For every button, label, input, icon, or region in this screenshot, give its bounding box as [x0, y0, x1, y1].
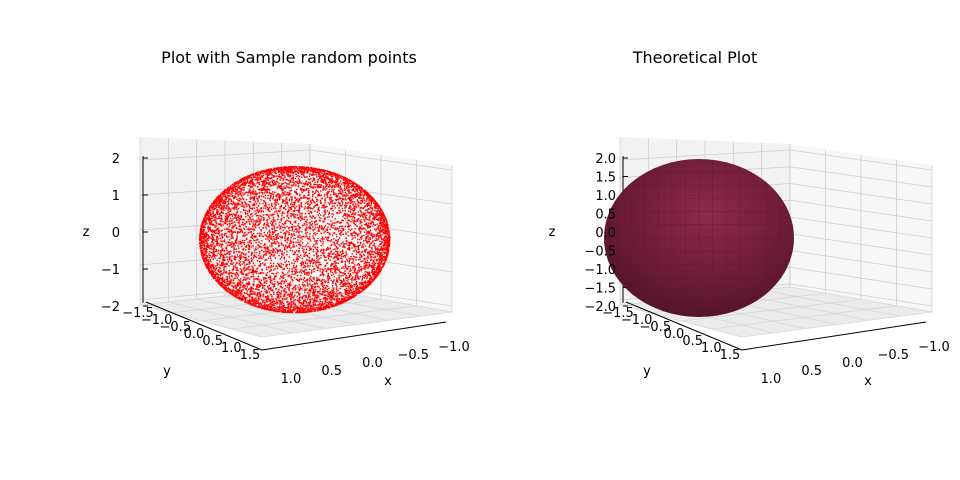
x-axis-label: x: [864, 374, 872, 389]
x-tick-label: −0.5: [877, 348, 909, 363]
y-tick-label: 1.0: [221, 341, 242, 356]
x-axis-label: x: [384, 374, 392, 389]
z-tick-label: −0.5: [584, 245, 616, 260]
grid-line: [139, 250, 311, 266]
x-tick-label: 0.5: [321, 364, 342, 379]
z-tick-label: −2: [101, 300, 120, 315]
left-plot-title: Plot with Sample random points: [161, 48, 417, 67]
grid-line: [711, 305, 897, 330]
grid-line: [139, 286, 311, 306]
y-tick-label: 0.0: [664, 327, 685, 342]
y-tick-label: 1.5: [240, 348, 261, 363]
x-tick-label: 1.0: [281, 372, 302, 387]
z-tick-label: 0.0: [595, 226, 616, 241]
x-axis-line: [741, 321, 927, 351]
z-tick-label: −1: [101, 263, 120, 278]
grid-line: [619, 149, 791, 161]
surface-3d-plot: 2.01.51.00.50.0−0.5−1.0−1.5−2.0z−1.5−1.0…: [549, 137, 950, 389]
x-tick-label: −0.5: [397, 348, 429, 363]
z-tick-label: 2: [112, 152, 120, 167]
grid-line: [231, 305, 417, 330]
left-point-cloud: [199, 165, 391, 314]
left-tick-labels: 210−1−2z−1.5−1.0−0.50.00.51.01.5y1.00.50…: [83, 152, 470, 389]
right-tick-labels: 2.01.51.00.50.0−0.5−1.0−1.5−2.0z−1.5−1.0…: [549, 152, 950, 389]
scatter-points: [199, 165, 391, 314]
y-tick-label: 0.5: [202, 334, 223, 349]
z-axis-label: z: [549, 225, 556, 240]
scatter-3d-plot: 210−1−2z−1.5−1.0−0.50.00.51.01.5y1.00.50…: [83, 137, 470, 389]
y-axis-label: y: [643, 364, 651, 379]
right-ellipsoid-surface: [604, 159, 794, 317]
z-tick-label: 0: [112, 226, 120, 241]
y-tick-label: −0.5: [640, 320, 672, 335]
grid-line: [139, 149, 311, 161]
x-tick-label: 0.0: [362, 356, 383, 371]
z-tick-label: 1: [112, 189, 120, 204]
grid-line: [741, 311, 933, 338]
y-tick-label: 1.5: [720, 348, 741, 363]
y-axis-line: [145, 301, 263, 351]
y-tick-label: 1.0: [701, 341, 722, 356]
z-tick-label: 2.0: [595, 152, 616, 167]
y-tick-label: −1.5: [602, 306, 634, 321]
y-axis-line: [625, 301, 743, 351]
y-tick-label: −1.5: [122, 306, 154, 321]
z-tick-label: 1.5: [595, 171, 616, 186]
y-axis-label: y: [163, 364, 171, 379]
z-tick-label: −1.0: [584, 263, 616, 278]
z-tick-label: −2.0: [584, 300, 616, 315]
left-axes: [139, 137, 453, 351]
x-tick-label: 1.0: [761, 372, 782, 387]
right-plot-title: Theoretical Plot: [632, 48, 758, 67]
z-tick-label: −1.5: [584, 282, 616, 297]
grid-line: [261, 311, 453, 338]
z-tick-label: 1.0: [595, 189, 616, 204]
x-tick-label: −1.0: [918, 340, 950, 355]
y-tick-label: −1.0: [621, 313, 653, 328]
y-tick-label: 0.5: [682, 334, 703, 349]
x-tick-label: 0.0: [842, 356, 863, 371]
y-tick-label: −1.0: [141, 313, 173, 328]
x-axis-line: [261, 321, 447, 351]
x-tick-label: 0.5: [801, 364, 822, 379]
y-tick-label: 0.0: [184, 327, 205, 342]
x-tick-label: −1.0: [438, 340, 470, 355]
y-tick-label: −0.5: [160, 320, 192, 335]
z-axis-label: z: [83, 225, 90, 240]
grid-line: [680, 299, 862, 322]
z-tick-label: 0.5: [595, 208, 616, 223]
